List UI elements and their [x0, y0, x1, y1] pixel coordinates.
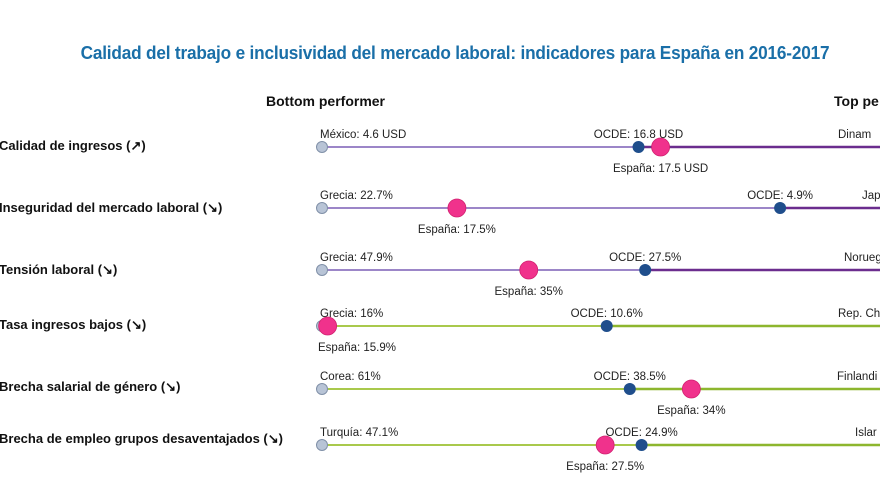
- row-label-brecha-salarial: Brecha salarial de género (↘): [0, 379, 181, 394]
- spain-label: España: 34%: [657, 405, 725, 417]
- bottom-performer-marker: [316, 141, 328, 153]
- bottom-performer-marker: [316, 439, 328, 451]
- spain-marker: [681, 379, 701, 399]
- oecd-marker: [635, 439, 648, 451]
- chart-title: Calidad del trabajo e inclusividad del m…: [80, 42, 830, 63]
- oecd-label: OCDE: 27.5%: [609, 252, 681, 264]
- spain-label: España: 17.5 USD: [613, 163, 708, 175]
- top-performer-label: Rep. Ch: [838, 308, 880, 320]
- spain-marker: [318, 316, 338, 336]
- top-performer-label: Islar: [855, 427, 877, 439]
- oecd-label: OCDE: 24.9%: [605, 427, 677, 439]
- row-label-tasa-ingresos-bajos: Tasa ingresos bajos (↘): [0, 317, 147, 332]
- spain-label: España: 35%: [495, 286, 563, 298]
- top-performer-header: Top pe: [834, 93, 879, 109]
- top-performer-label: Norueg: [844, 252, 880, 264]
- bottom-performer-label: Turquía: 47.1%: [320, 427, 398, 439]
- spain-label: España: 15.9%: [318, 342, 396, 354]
- top-performer-label: Jap: [862, 190, 880, 202]
- oecd-label: OCDE: 4.9%: [747, 190, 813, 202]
- row-label-tension-laboral: Tensión laboral (↘): [0, 262, 118, 277]
- bottom-performer-label: Grecia: 22.7%: [320, 190, 393, 202]
- bottom-performer-label: México: 4.6 USD: [320, 129, 406, 141]
- bottom-performer-marker: [316, 202, 328, 214]
- bottom-performer-label: Corea: 61%: [320, 371, 381, 383]
- bottom-performer-header: Bottom performer: [266, 93, 386, 109]
- spain-marker: [447, 198, 467, 218]
- oecd-marker: [623, 383, 636, 395]
- spain-marker: [519, 260, 539, 280]
- oecd-label: OCDE: 38.5%: [594, 371, 666, 383]
- bottom-performer-marker: [316, 383, 328, 395]
- oecd-label: OCDE: 10.6%: [571, 308, 643, 320]
- spain-label: España: 17.5%: [418, 224, 496, 236]
- spain-marker: [595, 435, 615, 455]
- row-label-inseguridad: Inseguridad del mercado laboral (↘): [0, 200, 223, 215]
- row-label-brecha-empleo: Brecha de empleo grupos desaventajados (…: [0, 431, 283, 446]
- spain-label: España: 27.5%: [566, 461, 644, 473]
- oecd-marker: [632, 141, 645, 153]
- oecd-marker: [600, 320, 613, 332]
- top-performer-label: Finlandi: [837, 371, 877, 383]
- bottom-performer-label: Grecia: 47.9%: [320, 252, 393, 264]
- row-label-calidad-ingresos: Calidad de ingresos (↗): [0, 138, 146, 153]
- top-performer-label: Dinam: [838, 129, 871, 141]
- oecd-label: OCDE: 16.8 USD: [594, 129, 683, 141]
- bottom-performer-label: Grecia: 16%: [320, 308, 383, 320]
- oecd-marker: [774, 202, 787, 214]
- bottom-performer-marker: [316, 264, 328, 276]
- oecd-marker: [639, 264, 652, 276]
- spain-marker: [651, 137, 670, 157]
